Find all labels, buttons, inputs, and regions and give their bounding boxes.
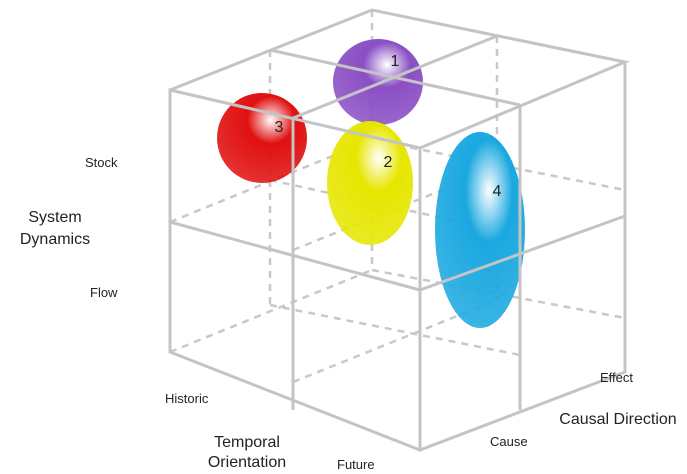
axis-title: Temporal [214,434,280,451]
node-label: 4 [493,183,502,200]
level-label: Future [337,457,375,472]
level-label: Cause [490,434,528,449]
axis-title: Causal Direction [559,411,676,428]
nodes: 1 2 3 4 [217,39,525,328]
node-ellipsoid [327,121,413,245]
level-label: Historic [165,391,209,406]
axis-title: Dynamics [20,231,90,248]
node-label: 3 [275,119,284,136]
node-label: 1 [391,53,400,70]
node-label: 2 [384,154,393,171]
axis-title: Orientation [208,454,286,471]
node-ellipsoid [435,132,525,328]
axis-title: System [28,209,81,226]
node-ellipsoid [333,39,423,125]
level-label: Flow [90,285,118,300]
visible-edges [168,8,631,453]
level-label: Effect [600,370,633,385]
level-label: Stock [85,155,118,170]
